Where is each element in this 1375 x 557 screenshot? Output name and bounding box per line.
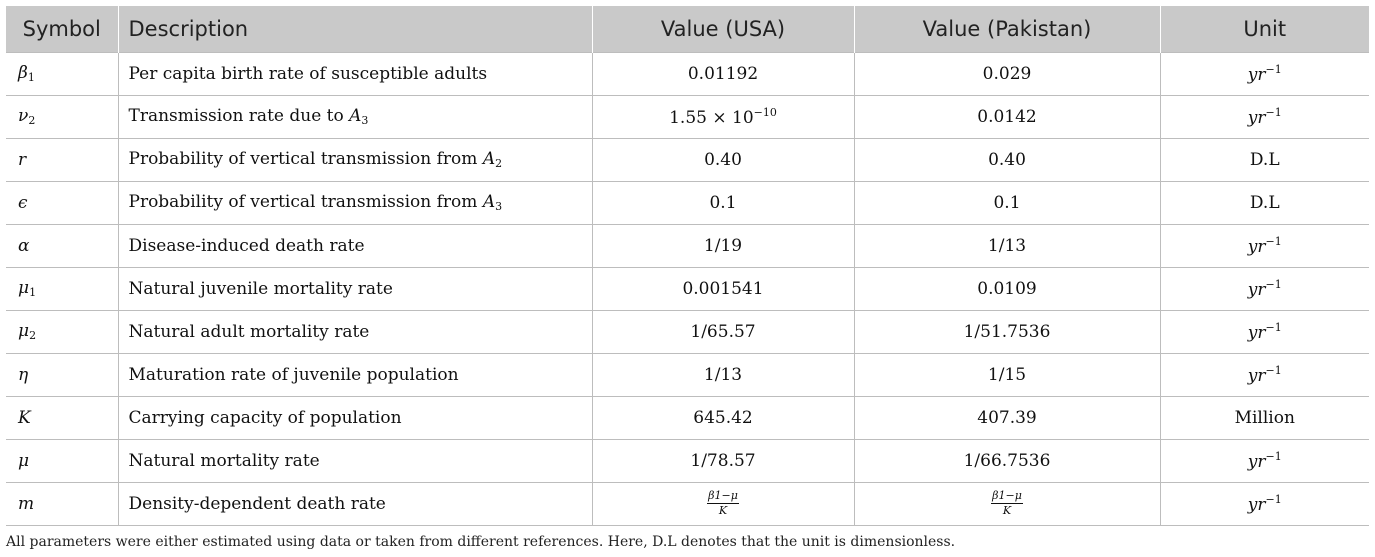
- pakistan-value-cell: 407.39: [854, 396, 1161, 440]
- description-cell: Maturation rate of juvenile population: [118, 353, 593, 397]
- usa-value-cell: 1/19: [592, 224, 855, 268]
- description-cell: Probability of vertical transmission fro…: [118, 181, 593, 225]
- description-cell: Natural mortality rate: [118, 439, 593, 483]
- unit-cell: yr−1: [1160, 95, 1369, 139]
- table-footnote: All parameters were either estimated usi…: [6, 534, 956, 550]
- usa-value-cell: 1/65.57: [592, 310, 855, 354]
- unit-cell: yr−1: [1160, 310, 1369, 354]
- symbol-cell: K: [6, 396, 119, 440]
- unit-cell: yr−1: [1160, 51, 1369, 96]
- symbol-cell: μ2: [6, 310, 119, 354]
- unit-cell: yr−1: [1160, 353, 1369, 397]
- usa-value-cell: 1/13: [592, 353, 855, 397]
- unit-cell: Million: [1160, 396, 1369, 440]
- table-header-row: Symbol Description Value (USA) Value (Pa…: [6, 6, 1369, 52]
- symbol-cell: μ: [6, 439, 119, 483]
- usa-value-cell: 0.40: [592, 138, 855, 182]
- table-row: α Disease-induced death rate 1/19 1/13 y…: [6, 224, 1369, 268]
- density-fraction-pakistan: β1−μ K: [991, 489, 1023, 517]
- header-unit: Unit: [1243, 16, 1287, 41]
- density-fraction-usa: β1−μ K: [707, 489, 739, 517]
- unit-cell: D.L: [1160, 138, 1369, 182]
- table-row: η Maturation rate of juvenile population…: [6, 353, 1369, 397]
- header-description: Description: [118, 6, 593, 52]
- usa-value-cell: 0.01192: [592, 51, 855, 96]
- unit-cell: yr−1: [1160, 482, 1369, 526]
- description-cell: Disease-induced death rate: [118, 224, 593, 268]
- pakistan-value-cell: 0.0109: [854, 267, 1161, 311]
- table-row: ϵ Probability of vertical transmission f…: [6, 181, 1369, 225]
- parameter-table: Symbol Description Value (USA) Value (Pa…: [6, 6, 1369, 526]
- symbol-cell: β1: [6, 51, 119, 96]
- description-cell: Natural juvenile mortality rate: [118, 267, 593, 311]
- header-value-usa: Value (USA): [592, 6, 855, 52]
- description-cell: Natural adult mortality rate: [118, 310, 593, 354]
- unit-cell: yr−1: [1160, 267, 1369, 311]
- table-row: μ2 Natural adult mortality rate 1/65.57 …: [6, 310, 1369, 354]
- pakistan-value-cell: 1/13: [854, 224, 1161, 268]
- table-row: μ Natural mortality rate 1/78.57 1/66.75…: [6, 439, 1369, 483]
- usa-value-cell: 1/78.57: [592, 439, 855, 483]
- pakistan-value-cell: 0.029: [854, 51, 1161, 96]
- pakistan-value-cell: 0.1: [854, 181, 1161, 225]
- usa-value-cell: 1.55 × 10−10: [592, 95, 855, 139]
- header-value-pakistan: Value (Pakistan): [854, 6, 1161, 52]
- unit-cell: D.L: [1160, 181, 1369, 225]
- table-row: β1 Per capita birth rate of susceptible …: [6, 51, 1369, 96]
- pakistan-value-cell: 1/66.7536: [854, 439, 1161, 483]
- symbol-cell: m: [6, 482, 119, 526]
- pakistan-value-cell: 0.40: [854, 138, 1161, 182]
- description-cell: Density-dependent death rate: [118, 482, 593, 526]
- table-row: m Density-dependent death rate β1−μ K β1−…: [6, 482, 1369, 526]
- description-cell: Transmission rate due to A3: [118, 95, 593, 139]
- table-row: K Carrying capacity of population 645.42…: [6, 396, 1369, 440]
- pakistan-value-cell: 1/51.7536: [854, 310, 1161, 354]
- usa-value-cell: β1−μ K: [592, 482, 855, 526]
- symbol-cell: ν2: [6, 95, 119, 139]
- usa-value-cell: 0.001541: [592, 267, 855, 311]
- table-row: ν2 Transmission rate due to A3 1.55 × 10…: [6, 95, 1369, 139]
- symbol-cell: η: [6, 353, 119, 397]
- usa-value-cell: 645.42: [592, 396, 855, 440]
- pakistan-value-cell: 0.0142: [854, 95, 1161, 139]
- pakistan-value-cell: 1/15: [854, 353, 1161, 397]
- description-cell: Carrying capacity of population: [118, 396, 593, 440]
- unit-cell: yr−1: [1160, 439, 1369, 483]
- parameter-table-container: Symbol Description Value (USA) Value (Pa…: [6, 6, 1369, 526]
- usa-value-cell: 0.1: [592, 181, 855, 225]
- table-row: μ1 Natural juvenile mortality rate 0.001…: [6, 267, 1369, 311]
- symbol-cell: r: [6, 138, 119, 182]
- unit-cell: yr−1: [1160, 224, 1369, 268]
- symbol-cell: α: [6, 224, 119, 268]
- header-symbol: Symbol: [6, 6, 119, 52]
- description-cell: Per capita birth rate of susceptible adu…: [118, 51, 593, 96]
- pakistan-value-cell: β1−μ K: [854, 482, 1161, 526]
- description-cell: Probability of vertical transmission fro…: [118, 138, 593, 182]
- table-row: r Probability of vertical transmission f…: [6, 138, 1369, 182]
- symbol-cell: ϵ: [6, 181, 119, 225]
- symbol-cell: μ1: [6, 267, 119, 311]
